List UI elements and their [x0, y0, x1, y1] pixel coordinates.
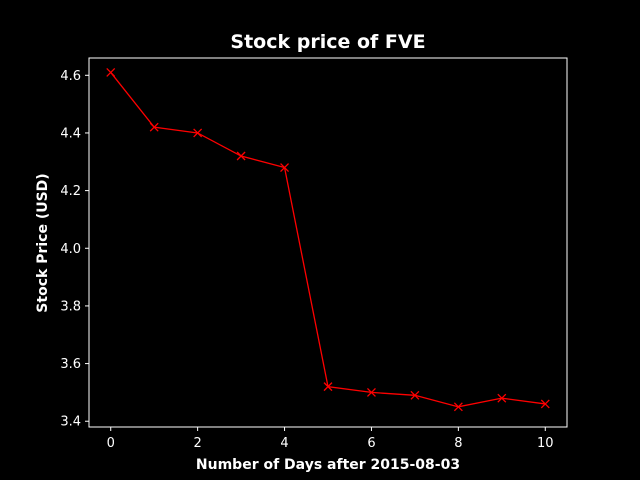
y-tick-label: 4.0 — [60, 242, 81, 257]
data-point — [149, 122, 159, 132]
y-tick-label: 3.4 — [60, 415, 81, 430]
x-tick-label: 2 — [193, 436, 201, 451]
data-point — [366, 387, 376, 397]
y-tick-label: 4.2 — [60, 184, 81, 199]
plot-area: 0 2 4 6 8 10 3.4 3.6 3.8 4.0 4.2 4.4 4.6 — [60, 57, 568, 451]
data-point — [106, 67, 116, 77]
x-tick-label: 6 — [367, 436, 375, 451]
y-tick-label: 4.6 — [60, 69, 81, 84]
y-tick-label: 3.8 — [60, 299, 81, 314]
data-point — [453, 402, 463, 412]
y-tick-label: 3.6 — [60, 357, 81, 372]
y-tick-label: 4.4 — [60, 126, 81, 141]
y-axis-label: Stock Price (USD) — [35, 173, 51, 312]
data-point — [280, 163, 290, 173]
data-point — [497, 393, 507, 403]
x-tick-label: 4 — [280, 436, 288, 451]
data-point — [410, 390, 420, 400]
data-point — [193, 128, 203, 138]
x-tick-label: 0 — [107, 436, 115, 451]
plot-frame — [88, 57, 568, 428]
data-point — [540, 399, 550, 409]
chart-title: Stock price of FVE — [230, 31, 425, 53]
x-axis-label: Number of Days after 2015-08-03 — [196, 457, 460, 473]
x-tick-label: 10 — [537, 436, 554, 451]
data-point — [323, 382, 333, 392]
data-point — [236, 151, 246, 161]
x-tick-label: 8 — [454, 436, 462, 451]
